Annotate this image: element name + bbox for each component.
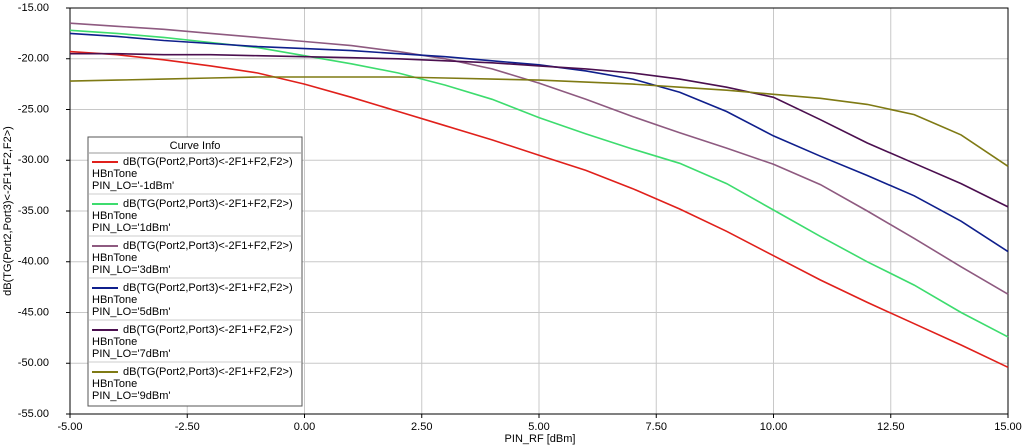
- y-tick-label: -50.00: [18, 357, 49, 369]
- y-tick-label: -25.00: [18, 103, 49, 115]
- series-line: [69, 22, 1009, 295]
- y-axis-label: dB(TG(Port2,Port3)<-2F1+F2,F2>): [2, 126, 14, 296]
- legend-name: dB(TG(Port2,Port3)<-2F1+F2,F2>): [123, 282, 293, 294]
- legend-box: [87, 136, 303, 407]
- series-line: [70, 52, 1009, 208]
- legend-name: dB(TG(Port2,Port3)<-2F1+F2,F2>): [123, 156, 293, 168]
- x-tick-label: 0.00: [294, 421, 315, 433]
- legend-name: dB(TG(Port2,Port3)<-2F1+F2,F2>): [123, 324, 293, 336]
- x-tick-label: 12.50: [877, 421, 905, 433]
- legend-setting: PIN_LO='3dBm': [92, 264, 171, 276]
- legend-sweep: HBnTone: [92, 336, 137, 348]
- x-tick-label: -5.00: [57, 421, 82, 433]
- y-tick-label: -40.00: [18, 256, 49, 268]
- x-tick-label: 7.50: [646, 421, 667, 433]
- y-tick-label: -45.00: [18, 306, 49, 318]
- legend-setting: PIN_LO='7dBm': [92, 348, 171, 360]
- y-tick-label: -15.00: [18, 2, 49, 14]
- y-tick-label: -20.00: [18, 53, 49, 65]
- legend-sweep: HBnTone: [92, 378, 137, 390]
- series-line: [69, 76, 1009, 167]
- y-tick-label: -55.00: [18, 408, 49, 420]
- legend-name: dB(TG(Port2,Port3)<-2F1+F2,F2>): [123, 366, 293, 378]
- legend-sweep: HBnTone: [92, 210, 137, 222]
- legend-setting: PIN_LO='1dBm': [92, 222, 171, 234]
- legend-sweep: HBnTone: [92, 294, 137, 306]
- series-line: [69, 50, 1009, 369]
- x-tick-label: 10.00: [760, 421, 788, 433]
- legend-setting: PIN_LO='5dBm': [92, 306, 171, 318]
- legend-title: Curve Info: [170, 140, 221, 152]
- legend: Curve Info dB(TG(Port2,Port3)<-2F1+F2,F2…: [87, 136, 303, 407]
- x-tick-label: 15.00: [994, 421, 1022, 433]
- legend-setting: PIN_LO='-1dBm': [92, 180, 174, 192]
- x-axis-label: PIN_RF [dBm]: [505, 433, 576, 445]
- series-line: [69, 32, 1009, 253]
- legend-name: dB(TG(Port2,Port3)<-2F1+F2,F2>): [123, 198, 293, 210]
- lines: [69, 22, 1009, 369]
- legend-sweep: HBnTone: [92, 252, 137, 264]
- x-tick-label: 5.00: [528, 421, 549, 433]
- legend-name: dB(TG(Port2,Port3)<-2F1+F2,F2>): [123, 240, 293, 252]
- y-tick-label: -30.00: [18, 154, 49, 166]
- y-tick-label: -35.00: [18, 205, 49, 217]
- legend-setting: PIN_LO='9dBm': [92, 390, 171, 402]
- legend-sweep: HBnTone: [92, 168, 137, 180]
- x-tick-label: -2.50: [175, 421, 200, 433]
- x-tick-label: 2.50: [411, 421, 432, 433]
